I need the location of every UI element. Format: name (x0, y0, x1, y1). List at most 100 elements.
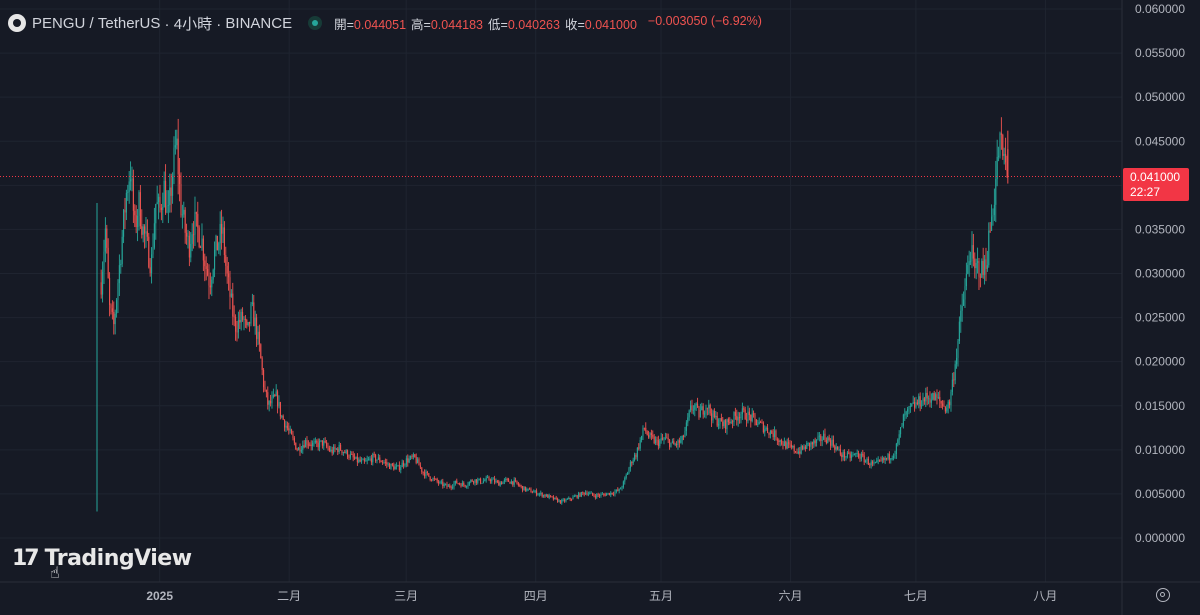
candle-body (636, 447, 638, 458)
candle-body (495, 480, 497, 483)
candle-body (981, 260, 983, 278)
candle-body (991, 216, 993, 231)
candle-body (890, 458, 892, 460)
candle-body (487, 477, 489, 478)
candle-body (957, 340, 959, 358)
candle-body (999, 133, 1001, 156)
candle-body (888, 454, 890, 460)
interval-label[interactable]: · 4小時 · (160, 15, 226, 33)
candle-body (340, 444, 342, 451)
price-tick-label: 0.055000 (1135, 46, 1185, 60)
candle-body (873, 463, 875, 464)
candle-body (163, 180, 165, 207)
candle-body (937, 397, 939, 398)
close-label: 收= (564, 17, 585, 32)
gear-icon[interactable] (1156, 588, 1170, 602)
candle-body (268, 400, 270, 405)
candle-body (958, 321, 960, 341)
candle-body (429, 476, 431, 480)
candle-body (237, 319, 239, 333)
candle-body (862, 453, 864, 456)
candle-body (438, 481, 440, 484)
candle-body (562, 499, 564, 501)
candle-body (751, 413, 753, 422)
candle-body (811, 442, 813, 445)
candle-body (538, 493, 540, 495)
candle-body (526, 488, 528, 491)
candle-body (676, 444, 678, 446)
bar-countdown: 22:27 (1130, 185, 1161, 199)
candle-body (943, 405, 945, 407)
candle-body (193, 234, 195, 236)
candle-body (762, 422, 764, 433)
candle-body (328, 448, 330, 451)
candle-body (869, 464, 871, 466)
candle-body (405, 458, 407, 465)
candle-body (807, 442, 809, 444)
candle-body (900, 427, 902, 435)
candle-body (995, 179, 997, 205)
candle-body (849, 453, 851, 458)
candle-body (433, 478, 435, 480)
candle-body (347, 450, 349, 458)
candle-body (551, 496, 553, 498)
candle-body (303, 445, 305, 448)
candle-body (883, 457, 885, 461)
candle-body (436, 478, 438, 482)
candle-body (481, 483, 483, 484)
price-tick-label: 0.030000 (1135, 267, 1185, 281)
candle-body (424, 472, 426, 477)
candle-body (739, 417, 741, 419)
high-value: 0.044183 (430, 17, 483, 32)
candle-body (669, 439, 671, 447)
candle-body (120, 263, 122, 266)
candle-body (320, 440, 322, 442)
candle-body (376, 459, 378, 461)
candle-body (390, 463, 392, 469)
candle-body (832, 439, 834, 446)
candle-body (271, 397, 273, 404)
candle-body (1005, 153, 1007, 163)
candle-body (827, 437, 829, 444)
candle-body (379, 457, 381, 462)
candle-body (520, 485, 522, 487)
pengu-logo-icon[interactable] (8, 14, 26, 32)
candle-body (306, 440, 308, 445)
symbol-name[interactable]: PENGU (32, 14, 86, 32)
candle-body (732, 421, 734, 423)
candle-body (884, 457, 886, 461)
candle-body (673, 441, 675, 445)
candle-body (928, 398, 930, 400)
quote-currency: TetherUS (97, 14, 161, 32)
candle-body (579, 493, 581, 497)
candle-body (919, 396, 921, 407)
candle-body (184, 209, 186, 233)
candle-body (681, 435, 683, 441)
candle-body (344, 452, 346, 453)
candle-body (748, 411, 750, 416)
candle-body (151, 254, 153, 274)
candle-body (657, 440, 659, 447)
candle-body (737, 417, 739, 421)
candle-body (697, 403, 699, 407)
candle-body (460, 484, 462, 487)
candle-body (963, 299, 965, 306)
candle-body (414, 454, 416, 457)
tradingview-watermark[interactable]: 17 TradingView (12, 546, 192, 571)
candle-body (706, 407, 708, 409)
candlestick-series (96, 117, 1009, 512)
candle-body (289, 429, 291, 431)
candle-body (593, 494, 595, 497)
candle-body (236, 331, 238, 333)
candle-body (655, 439, 657, 444)
candle-body (327, 446, 329, 449)
price-change: −0.003050 (−6.92%) (647, 13, 762, 28)
candle-body (330, 449, 332, 451)
candle-body (471, 480, 473, 482)
candle-body (956, 357, 958, 365)
candle-body (932, 393, 934, 400)
candle-body (214, 249, 216, 270)
high-label: 高= (411, 17, 431, 32)
